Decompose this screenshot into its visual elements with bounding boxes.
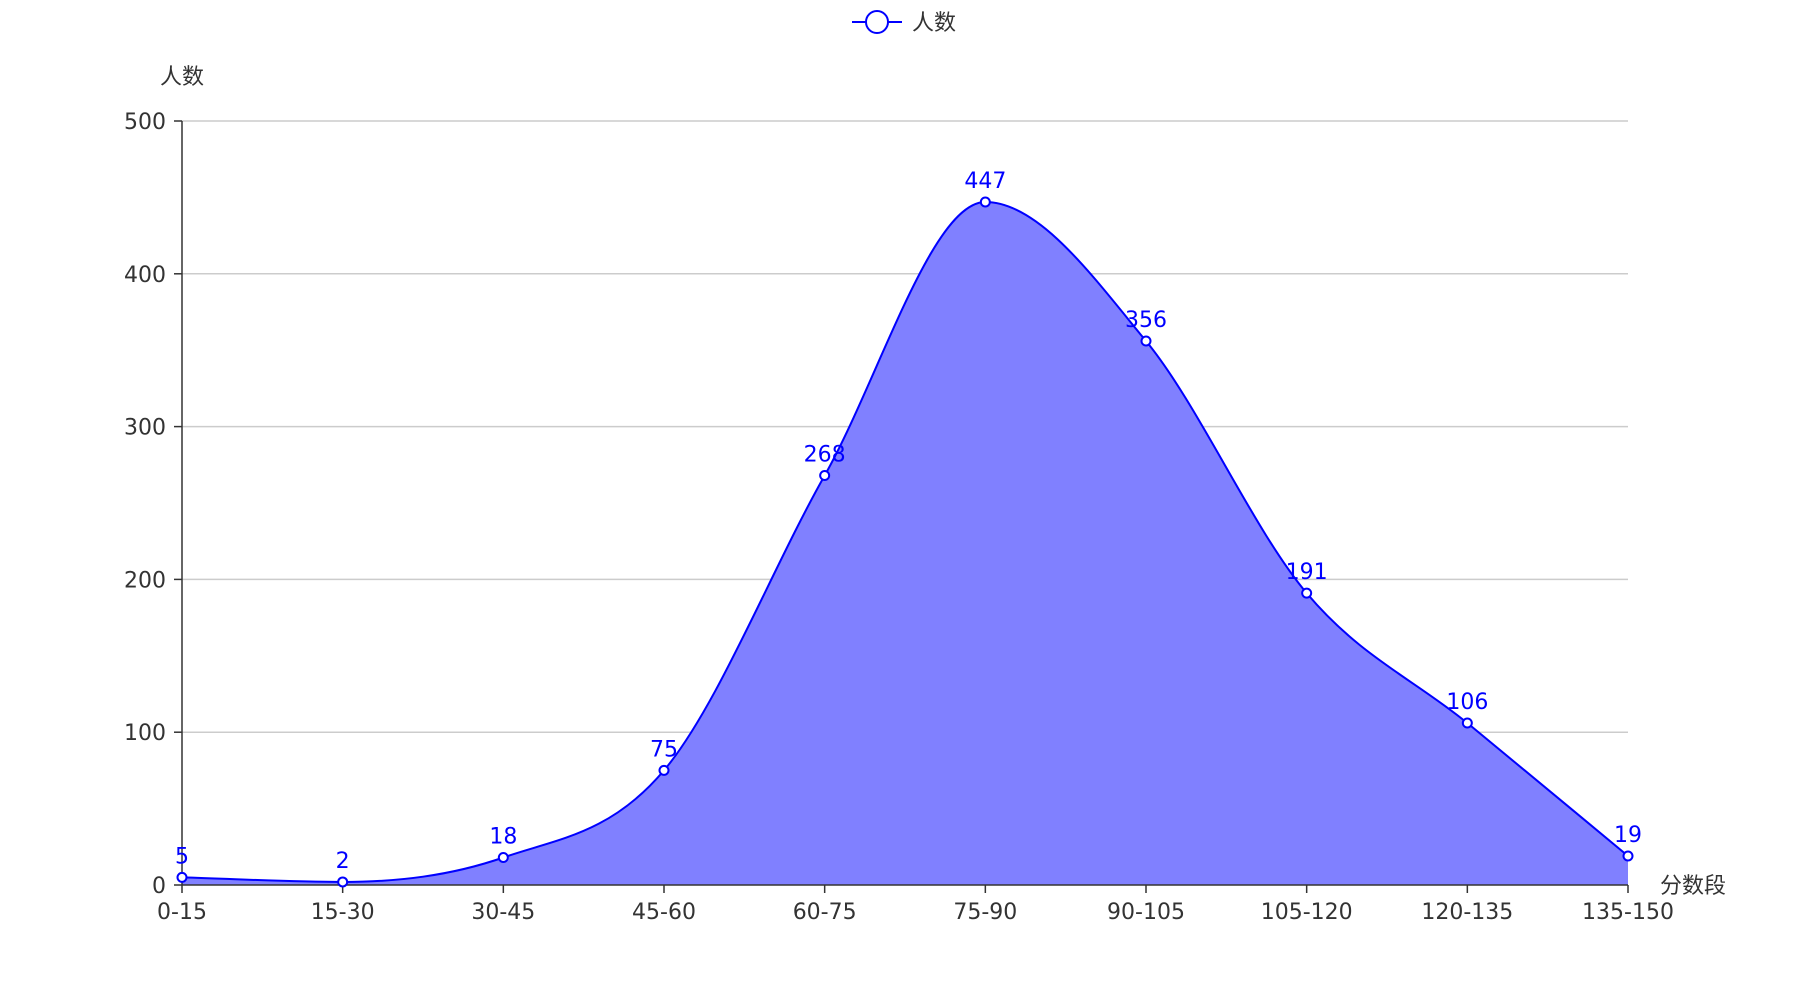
- axis-layer: 0 100 200 300 400 500 0-15 15-30 30-45 45-60 60-75…: [124, 110, 1674, 925]
- x-tick-label-30-45: 30-45: [471, 900, 535, 925]
- data-label-120-135: 106: [1446, 690, 1488, 715]
- data-point-45-60[interactable]: [658, 764, 670, 776]
- data-label-0-15: 5: [175, 844, 189, 869]
- data-label-135-150: 19: [1614, 823, 1642, 848]
- series-line: [181, 200, 1629, 883]
- legend-label: 人数: [912, 11, 956, 36]
- y-tick-label-0: 0: [152, 874, 166, 899]
- x-tick-label-105-120: 105-120: [1261, 900, 1353, 925]
- x-axis-title: 分数段: [1660, 874, 1726, 899]
- y-tick-label-200: 200: [124, 568, 166, 593]
- x-tick-label-15-30: 15-30: [311, 900, 375, 925]
- point-layer: [176, 196, 1634, 888]
- data-label-90-105: 356: [1125, 308, 1167, 333]
- data-point-30-45[interactable]: [497, 851, 509, 863]
- data-point-105-120[interactable]: [1301, 587, 1313, 599]
- y-tick-label-400: 400: [124, 263, 166, 288]
- y-axis-title: 人数: [160, 65, 204, 90]
- y-tick-label-100: 100: [124, 721, 166, 746]
- data-point-60-75[interactable]: [819, 469, 831, 481]
- data-label-30-45: 18: [489, 824, 517, 849]
- data-point-0-15[interactable]: [176, 871, 188, 883]
- x-tick-label-45-60: 45-60: [632, 900, 696, 925]
- data-point-75-90[interactable]: [979, 196, 991, 208]
- data-label-60-75: 268: [804, 442, 846, 467]
- data-label-15-30: 2: [336, 849, 350, 874]
- x-tick-label-90-105: 90-105: [1107, 900, 1185, 925]
- legend-circle-icon: [865, 10, 889, 34]
- x-tick-label-60-75: 60-75: [793, 900, 857, 925]
- x-tick-label-120-135: 120-135: [1421, 900, 1513, 925]
- x-tick-label-0-15: 0-15: [157, 900, 207, 925]
- data-point-135-150[interactable]: [1622, 850, 1634, 862]
- area-layer: [181, 200, 1629, 885]
- x-tick-label-135-150: 135-150: [1582, 900, 1674, 925]
- label-layer: 5 2 18 75 268 447 356 191 106 19: [175, 169, 1642, 874]
- series-area-fill: [182, 201, 1628, 885]
- legend[interactable]: 人数: [852, 10, 956, 36]
- data-label-105-120: 191: [1286, 560, 1328, 585]
- x-tick-label-75-90: 75-90: [953, 900, 1017, 925]
- data-point-120-135[interactable]: [1461, 717, 1473, 729]
- data-point-90-105[interactable]: [1140, 335, 1152, 347]
- data-label-75-90: 447: [964, 169, 1006, 194]
- y-tick-label-500: 500: [124, 110, 166, 135]
- data-label-45-60: 75: [650, 737, 678, 762]
- data-point-15-30[interactable]: [337, 876, 349, 888]
- y-tick-label-300: 300: [124, 416, 166, 441]
